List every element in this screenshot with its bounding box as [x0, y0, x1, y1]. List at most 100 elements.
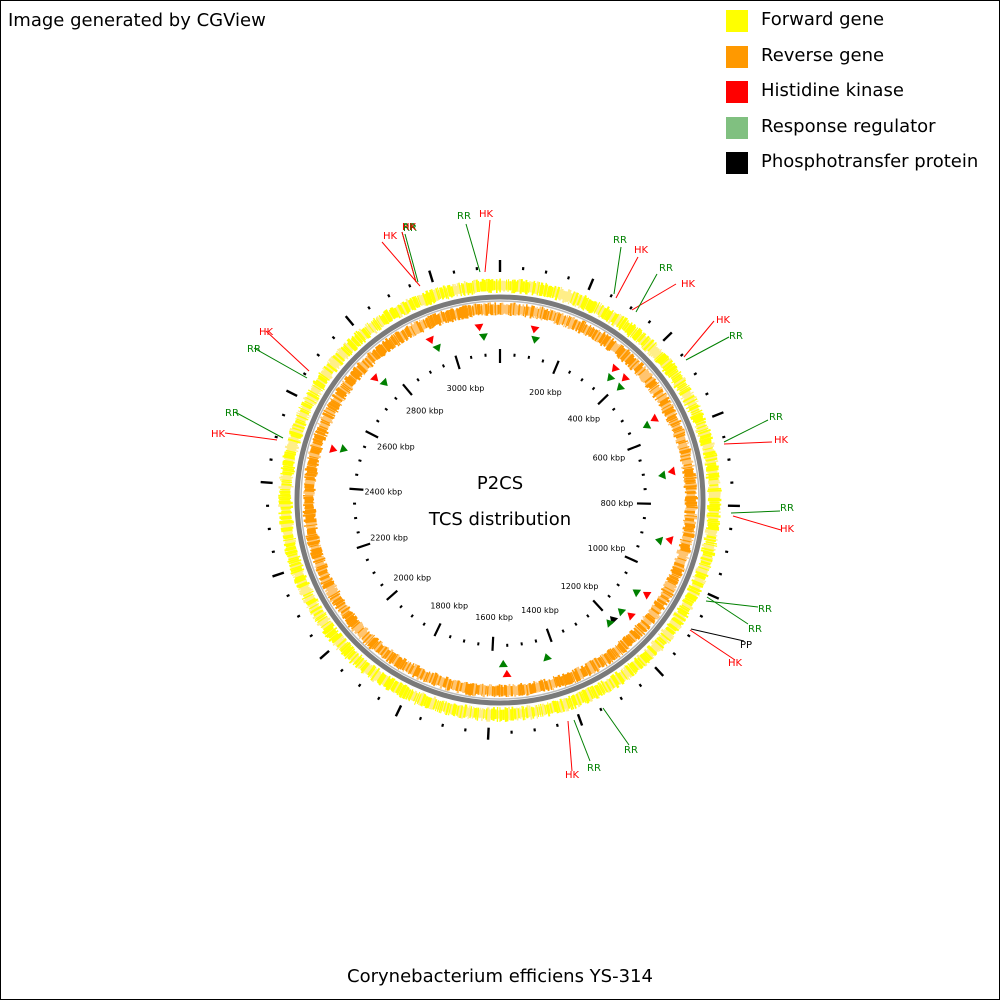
gene-mark — [644, 376, 655, 386]
gene-mark — [397, 304, 404, 315]
gene-mark — [361, 359, 371, 369]
gene-mark — [577, 295, 585, 309]
gene-mark — [334, 601, 346, 610]
gene-mark — [644, 341, 655, 353]
gene-mark — [666, 577, 679, 585]
gene-mark — [442, 701, 448, 712]
gene-mark — [668, 574, 679, 580]
outer-tick — [271, 550, 276, 554]
gene-mark — [684, 472, 696, 477]
gene-mark — [568, 672, 575, 683]
gene-mark — [392, 333, 401, 346]
gene-mark — [596, 657, 605, 668]
gene-mark — [283, 459, 295, 464]
gene-mark — [479, 707, 482, 719]
gene-mark — [343, 611, 354, 620]
callout-label: HK — [402, 222, 417, 233]
gene-mark — [680, 545, 691, 551]
gene-mark — [326, 362, 338, 373]
gene-mark — [413, 321, 421, 334]
gene-mark — [467, 282, 472, 294]
gene-mark — [329, 594, 341, 603]
gene-mark — [600, 680, 609, 693]
gene-mark — [470, 682, 475, 696]
gene-mark — [607, 311, 617, 324]
gene-mark — [683, 520, 697, 525]
gene-mark — [318, 425, 329, 431]
gene-mark — [591, 302, 598, 313]
gene-mark — [279, 476, 292, 480]
gene-mark — [338, 386, 350, 395]
gene-mark — [304, 400, 314, 407]
gene-mark — [680, 455, 691, 460]
gene-mark — [641, 337, 651, 348]
gene-mark — [307, 541, 320, 547]
gene-mark — [696, 427, 709, 433]
gene-mark — [312, 384, 324, 392]
gene-mark — [284, 451, 297, 456]
gene-mark — [512, 279, 516, 294]
gene-mark — [624, 353, 634, 364]
gene-mark — [450, 680, 454, 690]
gene-mark — [517, 684, 520, 697]
gene-mark — [447, 309, 452, 322]
callout-label: HK — [211, 429, 226, 440]
inner-tick — [561, 629, 565, 633]
gene-mark — [612, 343, 619, 352]
gene-mark — [455, 680, 461, 692]
legend-label: Phosphotransfer protein — [761, 151, 979, 172]
gene-mark — [659, 396, 670, 405]
gene-mark — [670, 569, 683, 576]
inner-tick — [592, 599, 604, 612]
gene-mark — [532, 707, 536, 717]
gene-mark — [345, 375, 356, 385]
gene-mark — [317, 422, 329, 429]
inner-tick — [358, 459, 362, 462]
gene-mark — [308, 603, 320, 610]
gene-mark — [462, 704, 468, 718]
tick-label: 1400 kbp — [521, 606, 559, 615]
gene-mark — [449, 704, 454, 715]
gene-mark — [469, 706, 473, 719]
gene-mark — [318, 571, 328, 577]
gene-mark — [320, 416, 334, 424]
gene-mark — [348, 374, 357, 382]
gene-mark — [296, 414, 309, 421]
gene-mark — [649, 608, 661, 618]
gene-mark — [482, 708, 485, 719]
outer-tick — [555, 723, 559, 728]
gene-mark — [394, 682, 403, 694]
callout-line — [689, 629, 736, 661]
gene-mark — [330, 398, 343, 406]
gene-mark — [393, 307, 401, 319]
gene-mark — [660, 628, 674, 640]
gene-mark — [660, 357, 670, 367]
tick-label: 2800 kbp — [406, 406, 444, 415]
gene-mark — [539, 703, 544, 717]
gene-mark — [372, 348, 382, 359]
gene-mark — [343, 645, 355, 658]
gene-mark — [650, 607, 660, 615]
gene-mark — [610, 313, 618, 323]
gene-mark — [307, 532, 317, 535]
gene-mark — [562, 698, 568, 712]
gene-mark — [553, 311, 559, 324]
gene-mark — [332, 598, 344, 607]
gene-mark — [531, 683, 536, 694]
gene-mark — [670, 619, 682, 629]
gene-mark — [583, 666, 589, 676]
gene-mark — [591, 329, 600, 341]
gene-mark — [477, 304, 482, 315]
gene-mark — [329, 592, 341, 601]
inner-tick — [362, 445, 367, 449]
gene-mark — [316, 428, 329, 435]
callout-line — [224, 432, 278, 441]
gene-mark — [538, 282, 544, 297]
gene-mark — [675, 437, 686, 443]
gene-mark — [303, 518, 317, 523]
gene-mark — [688, 584, 702, 593]
gene-mark — [522, 706, 526, 721]
gene-mark — [356, 362, 368, 373]
gene-mark — [396, 683, 404, 696]
gene-mark — [410, 663, 418, 676]
